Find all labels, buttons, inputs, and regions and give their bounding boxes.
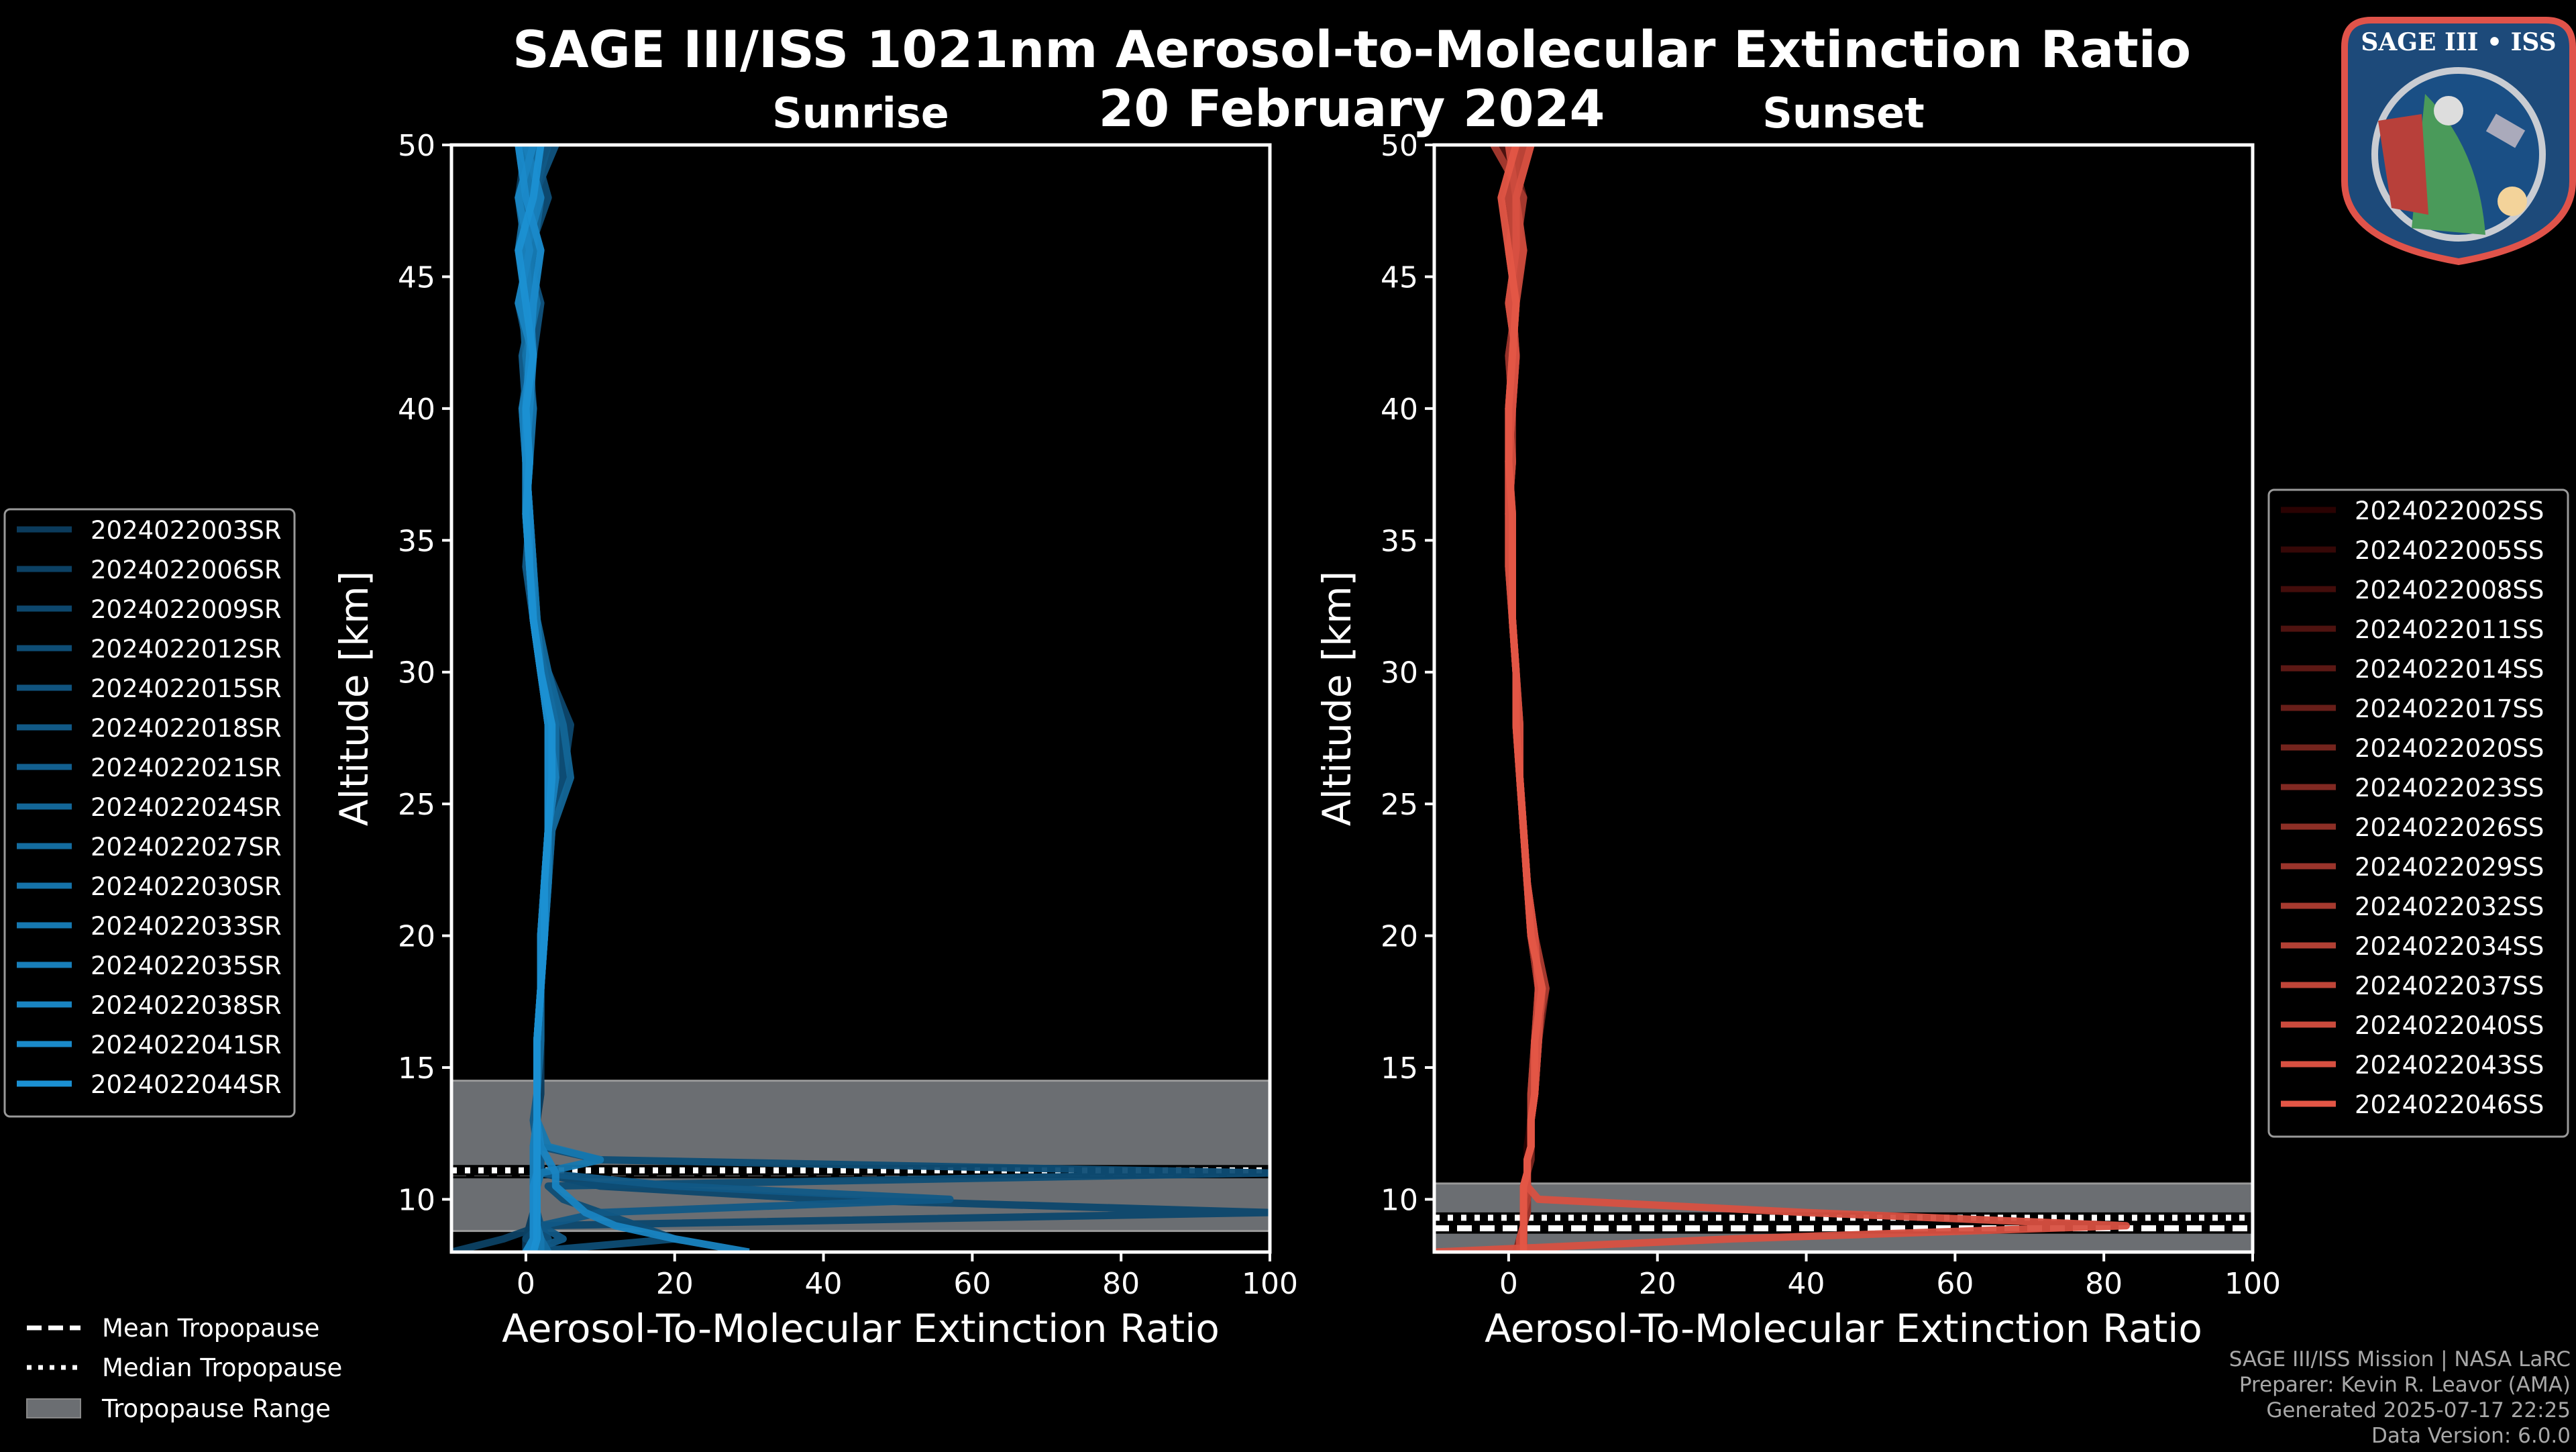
legend-label: 2024022024SR [91,793,282,822]
y-tick-label: 25 [1381,788,1418,822]
legend-label: 2024022009SR [91,595,282,624]
legend-label: 2024022014SS [2355,655,2544,684]
x-tick-label: 0 [1499,1267,1518,1301]
legend-label: 2024022003SR [91,516,282,545]
legend-label: 2024022043SS [2355,1051,2544,1080]
y-tick-label: 10 [1381,1183,1418,1217]
legend-label: 2024022017SS [2355,694,2544,723]
y-tick-label: 30 [1381,656,1418,690]
y-tick-label: 35 [1381,524,1418,558]
sunset-axes-frame [1432,143,2255,1254]
y-tick-label: 20 [1381,920,1418,954]
legend-label: 2024022005SS [2355,536,2544,565]
y-tick-label: 40 [1381,393,1418,427]
y-tick-label: 45 [398,260,435,295]
profile-line-2024022046SS [1497,145,1546,1252]
footer-preparer: Preparer: Kevin R. Leavor (AMA) [2239,1373,2571,1397]
y-tick-label: 25 [398,788,435,822]
sunset-plot-area [1434,145,2253,1252]
y-tick-label: 20 [398,920,435,954]
legend-label: 2024022015SR [91,674,282,703]
x-tick-label: 80 [1102,1267,1140,1301]
y-tick-label: 35 [398,524,435,558]
profile-line-2024022044SR [515,145,556,1252]
legend-label: 2024022029SS [2355,853,2544,882]
figure-date: 20 February 2024 [1099,79,1605,138]
legend-label: 2024022012SR [91,635,282,664]
legend-label: 2024022044SR [91,1070,282,1099]
sunrise-panel: 2024022003SR 2024022006SR 2024022009SR 2024… [3,89,1298,1351]
legend-label: 2024022023SS [2355,774,2544,802]
sunset-y-axis-label: Altitude [km] [1314,571,1360,826]
legend-label: 2024022021SR [91,754,282,782]
legend-label: 2024022011SS [2355,615,2544,644]
legend-label: 2024022008SS [2355,576,2544,605]
y-tick-label: 50 [1381,129,1418,163]
legend-label: 2024022033SR [91,912,282,941]
sunrise-y-axis-label: Altitude [km] [331,571,377,826]
legend-label: 2024022026SS [2355,813,2544,842]
sunrise-title: Sunrise [772,89,949,138]
x-tick-label: 60 [953,1267,991,1301]
x-tick-label: 40 [805,1267,843,1301]
sunrise-legend-frame [3,508,296,1118]
legend-label: 2024022040SS [2355,1011,2544,1040]
footer-generated: Generated 2025-07-17 22:25 [2266,1398,2571,1422]
legend-label: 2024022018SR [91,714,282,743]
sunrise-axes-frame [449,143,1272,1254]
legend-median-tropopause: Median Tropopause [102,1353,342,1382]
legend-tropopause-range: Tropopause Range [101,1394,331,1423]
sunset-x-axis-label: Aerosol-To-Molecular Extinction Ratio [1485,1306,2202,1351]
sunset-title: Sunset [1762,89,1925,138]
x-tick-label: 80 [2085,1267,2123,1301]
y-tick-label: 10 [398,1183,435,1217]
legend-label: 2024022037SS [2355,972,2544,1000]
footer-data-version: Data Version: 6.0.0 [2371,1424,2571,1448]
legend-label: 2024022046SS [2355,1090,2544,1119]
x-tick-label: 100 [1242,1267,1298,1301]
x-tick-label: 0 [517,1267,535,1301]
legend-label: 2024022006SR [91,556,282,584]
x-tick-label: 20 [1639,1267,1676,1301]
legend-label: 2024022027SR [91,833,282,862]
y-tick-label: 15 [1381,1051,1418,1086]
footer-mission: SAGE III/ISS Mission | NASA LaRC [2229,1347,2571,1371]
legend-label: 2024022034SS [2355,932,2544,961]
legend-label: 2024022030SR [91,872,282,901]
tropopause-legend: Mean Tropopause Median Tropopause Tropop… [26,1314,342,1423]
x-tick-label: 100 [2224,1267,2281,1301]
x-tick-label: 20 [656,1267,694,1301]
legend-label: 2024022020SS [2355,734,2544,763]
y-tick-label: 15 [398,1051,435,1086]
sunrise-plot-area [451,145,1270,1252]
legend-label: 2024022032SS [2355,892,2544,921]
sunset-legend-frame [2267,488,2569,1138]
figure-title: SAGE III/ISS 1021nm Aerosol-to-Molecular… [513,19,2191,79]
legend-label: 2024022002SS [2355,497,2544,525]
legend-label: 2024022038SR [91,991,282,1020]
sage-iii-iss-logo: SAGE III • ISS [2341,17,2576,266]
x-tick-label: 60 [1936,1267,1974,1301]
y-tick-label: 30 [398,656,435,690]
legend-mean-tropopause: Mean Tropopause [102,1314,320,1343]
legend-label: 2024022041SR [91,1031,282,1059]
y-tick-label: 40 [398,393,435,427]
sunset-panel: 2024022002SS 2024022005SS 2024022008SS 2024… [1314,89,2569,1351]
x-tick-label: 40 [1788,1267,1825,1301]
footer-credits: SAGE III/ISS Mission | NASA LaRC Prepare… [2229,1347,2571,1448]
legend-label: 2024022035SR [91,951,282,980]
svg-text:SAGE III • ISS: SAGE III • ISS [2361,28,2556,56]
sunrise-x-axis-label: Aerosol-To-Molecular Extinction Ratio [502,1306,1220,1351]
y-tick-label: 50 [398,129,435,163]
y-tick-label: 45 [1381,260,1418,295]
